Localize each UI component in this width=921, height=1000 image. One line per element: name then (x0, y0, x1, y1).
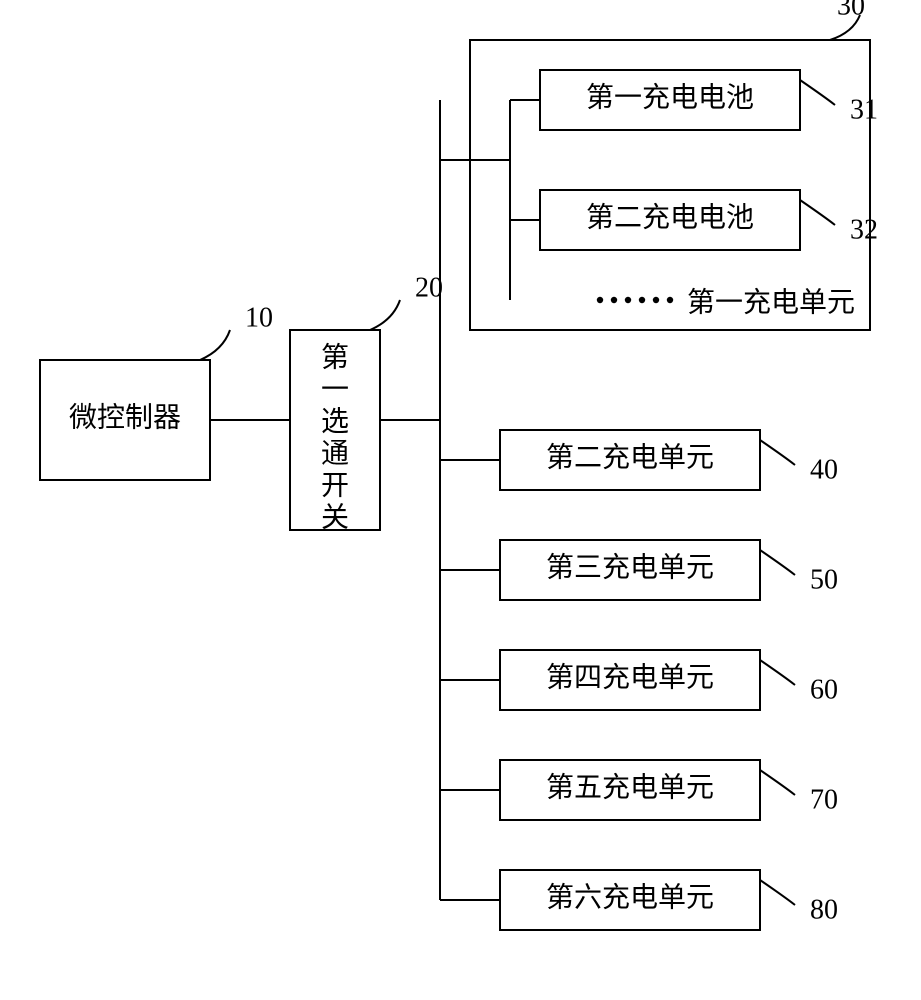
switch-text-0: 第 (321, 341, 349, 373)
ellipsis-dot (625, 297, 631, 303)
block-diagram: 微控制器 10 第一选通开关 20 30 第一充电单元 第一充电电池 31 第二充电电池 32 第二… (0, 0, 921, 1000)
unit5-label: 70 (810, 784, 838, 815)
unit2-text: 第二充电单元 (546, 441, 714, 473)
unit2-label: 40 (810, 454, 838, 485)
ellipsis-dot (653, 297, 659, 303)
switch-text-3: 通 (321, 438, 349, 469)
ellipsis-dot (611, 297, 617, 303)
mcu-text: 微控制器 (69, 401, 181, 433)
battery2-text: 第二充电电池 (586, 201, 754, 233)
switch-text-5: 关 (321, 501, 349, 533)
switch-text-2: 选 (321, 405, 349, 437)
mcu-label: 10 (245, 302, 273, 333)
switch-text-1: 一 (321, 374, 349, 405)
unit5-text: 第五充电单元 (546, 771, 714, 803)
ellipsis-dot (667, 297, 673, 303)
battery2-label: 32 (850, 214, 878, 245)
battery1-text: 第一充电电池 (586, 81, 754, 113)
unit4-text: 第四充电单元 (546, 661, 714, 693)
unit6-text: 第六充电单元 (546, 881, 714, 913)
unit4-label: 60 (810, 674, 838, 705)
unit3-label: 50 (810, 564, 838, 595)
unit3-text: 第三充电单元 (546, 551, 714, 583)
ellipsis-dot (597, 297, 603, 303)
ellipsis-dot (639, 297, 645, 303)
switch-text-4: 开 (321, 470, 349, 501)
unit1-caption: 第一充电单元 (687, 286, 855, 318)
unit1-label: 30 (837, 0, 865, 21)
battery1-label: 31 (850, 94, 878, 125)
switch-label: 20 (415, 272, 443, 303)
unit6-label: 80 (810, 894, 838, 925)
